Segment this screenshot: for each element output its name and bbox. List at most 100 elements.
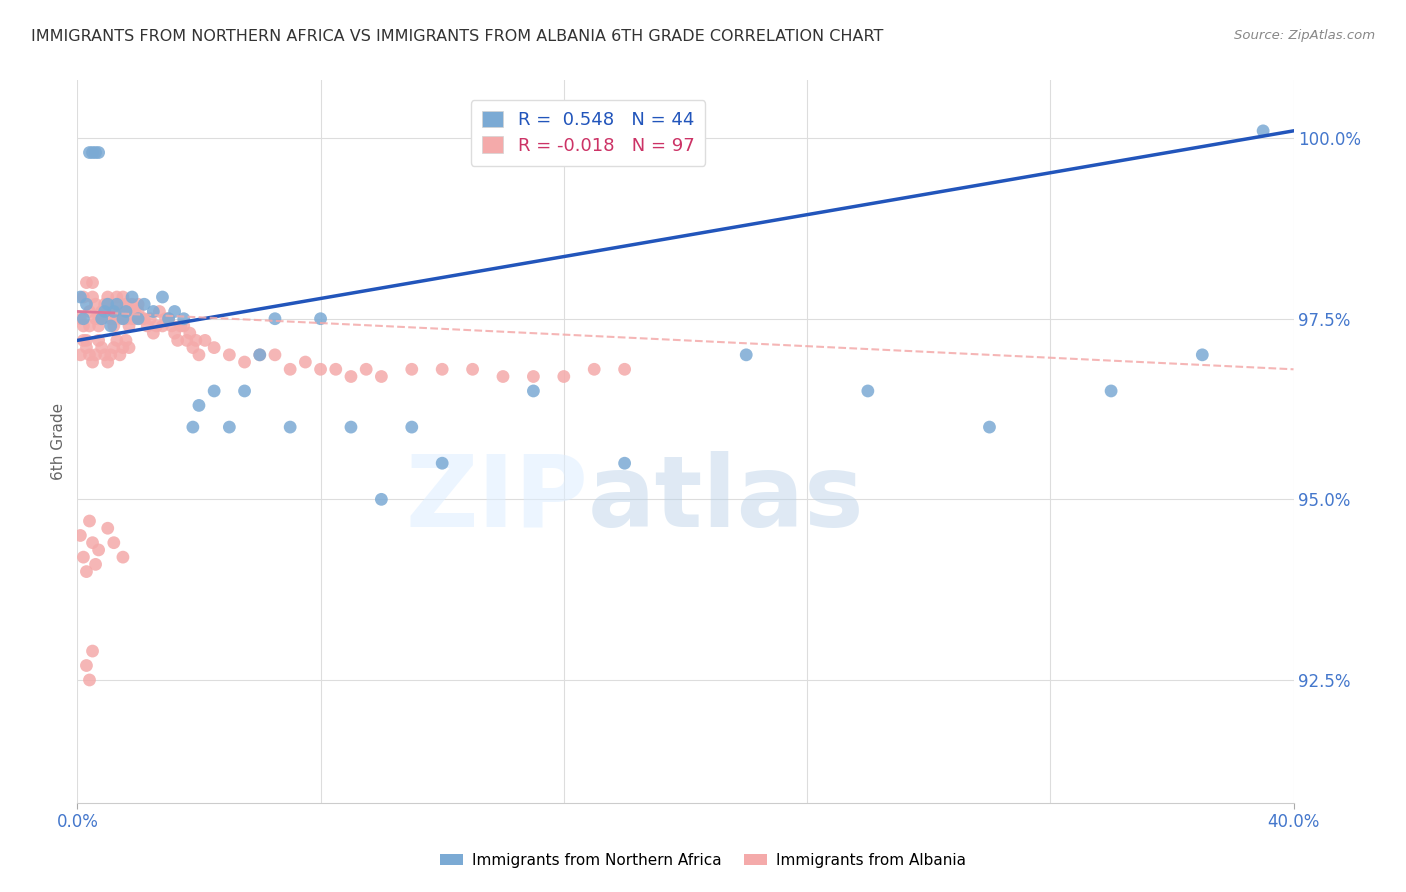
Point	[121, 311, 143, 326]
Point	[97, 290, 120, 304]
Point	[354, 362, 377, 376]
Point	[75, 276, 97, 290]
Point	[194, 334, 217, 348]
Point	[142, 326, 165, 340]
Point	[309, 362, 332, 376]
Point	[430, 362, 453, 376]
Point	[115, 311, 138, 326]
Point	[111, 304, 134, 318]
Point	[97, 297, 120, 311]
Point	[461, 362, 484, 376]
Point	[72, 550, 94, 565]
Point	[97, 297, 120, 311]
Point	[84, 558, 107, 572]
Point	[84, 297, 107, 311]
Point	[82, 355, 104, 369]
Point	[103, 535, 125, 549]
Point	[82, 290, 104, 304]
Point	[179, 326, 201, 340]
Point	[264, 348, 287, 362]
Point	[233, 384, 256, 398]
Point	[90, 341, 112, 355]
Point	[325, 362, 347, 376]
Point	[100, 311, 122, 326]
Point	[173, 311, 195, 326]
Point	[118, 304, 141, 318]
Point	[1251, 124, 1274, 138]
Point	[90, 311, 112, 326]
Point	[127, 304, 149, 318]
Point	[1191, 348, 1213, 362]
Point	[75, 297, 97, 311]
Point	[340, 420, 363, 434]
Point	[492, 369, 515, 384]
Legend: Immigrants from Northern Africa, Immigrants from Albania: Immigrants from Northern Africa, Immigra…	[433, 847, 973, 873]
Point	[170, 318, 193, 333]
Point	[157, 311, 180, 326]
Point	[430, 456, 453, 470]
Point	[82, 145, 104, 160]
Point	[184, 334, 207, 348]
Text: ZIP: ZIP	[405, 450, 588, 548]
Point	[82, 644, 104, 658]
Point	[103, 318, 125, 333]
Point	[79, 318, 101, 333]
Point	[155, 311, 177, 326]
Point	[93, 348, 115, 362]
Point	[87, 318, 110, 333]
Point	[166, 334, 188, 348]
Point	[152, 318, 174, 333]
Point	[176, 334, 198, 348]
Point	[129, 311, 152, 326]
Point	[148, 304, 170, 318]
Point	[79, 304, 101, 318]
Point	[370, 369, 392, 384]
Point	[218, 348, 240, 362]
Point	[202, 384, 225, 398]
Point	[87, 145, 110, 160]
Point	[522, 369, 544, 384]
Point	[103, 341, 125, 355]
Point	[100, 348, 122, 362]
Point	[111, 550, 134, 565]
Point	[249, 348, 271, 362]
Point	[160, 318, 183, 333]
Point	[93, 297, 115, 311]
Point	[105, 304, 128, 318]
Point	[142, 304, 165, 318]
Point	[90, 304, 112, 318]
Point	[87, 542, 110, 557]
Point	[127, 297, 149, 311]
Y-axis label: 6th Grade: 6th Grade	[51, 403, 66, 480]
Point	[111, 311, 134, 326]
Point	[69, 311, 91, 326]
Point	[111, 290, 134, 304]
Point	[72, 290, 94, 304]
Point	[121, 297, 143, 311]
Point	[152, 290, 174, 304]
Point	[136, 318, 159, 333]
Point	[103, 304, 125, 318]
Point	[105, 334, 128, 348]
Point	[401, 420, 423, 434]
Point	[127, 311, 149, 326]
Point	[553, 369, 575, 384]
Point	[93, 304, 115, 318]
Point	[121, 290, 143, 304]
Point	[134, 311, 156, 326]
Point	[157, 311, 180, 326]
Point	[72, 334, 94, 348]
Point	[75, 565, 97, 579]
Point	[118, 341, 141, 355]
Point	[100, 304, 122, 318]
Point	[111, 341, 134, 355]
Point	[108, 311, 131, 326]
Point	[84, 311, 107, 326]
Point	[218, 420, 240, 434]
Point	[100, 318, 122, 333]
Point	[278, 420, 301, 434]
Point	[124, 304, 146, 318]
Point	[145, 318, 167, 333]
Point	[84, 348, 107, 362]
Point	[264, 311, 287, 326]
